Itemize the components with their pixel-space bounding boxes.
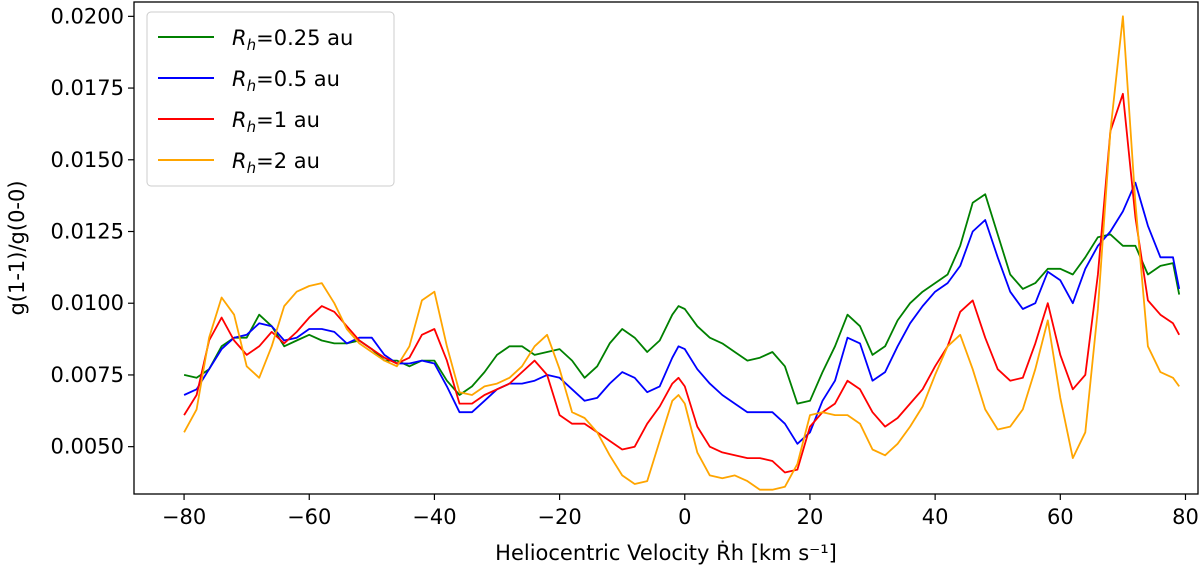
x-tick-label: 80 bbox=[1172, 505, 1199, 529]
series-line-0 bbox=[183, 193, 1181, 405]
plot-frame bbox=[133, 1, 1199, 495]
x-tick-label: −80 bbox=[162, 505, 206, 529]
x-tick-label: 60 bbox=[1047, 505, 1074, 529]
legend-item: Rh=1 au bbox=[158, 108, 320, 136]
y-tick-label: 0.0200 bbox=[51, 4, 124, 28]
y-tick-label: 0.0050 bbox=[51, 435, 124, 459]
legend-box bbox=[146, 11, 395, 187]
legend-label-value: =0.25 au bbox=[256, 26, 353, 50]
legend-label-value: =0.5 au bbox=[256, 67, 340, 91]
series-line-1 bbox=[183, 181, 1181, 445]
series-line-2 bbox=[183, 92, 1180, 474]
legend-label-var: R bbox=[232, 26, 247, 50]
y-axis: 0.0050 0.0075 0.0100 0.0125 0.0150 0.0175 0.02… bbox=[51, 4, 134, 459]
legend-label-var: R bbox=[232, 149, 247, 173]
legend-label-var: R bbox=[232, 108, 247, 132]
legend-label-subscript: h bbox=[247, 159, 257, 177]
legend-label: Rh=2 au bbox=[232, 149, 320, 177]
y-tick-label: 0.0125 bbox=[51, 220, 124, 244]
legend-label: Rh=1 au bbox=[232, 108, 320, 136]
legend-label-value: =1 au bbox=[256, 108, 320, 132]
x-axis-label: Heliocentric Velocity Ṙh [km s⁻¹] bbox=[495, 540, 837, 565]
y-tick-label: 0.0100 bbox=[51, 291, 124, 315]
legend-item: Rh=0.25 au bbox=[158, 26, 353, 54]
x-tick-label: −40 bbox=[412, 505, 456, 529]
x-tick-label: 40 bbox=[922, 505, 949, 529]
x-axis: −80 −60 −40 −20 0 20 40 60 80 bbox=[162, 494, 1199, 529]
series-layer bbox=[183, 15, 1181, 491]
legend-item: Rh=0.5 au bbox=[158, 67, 340, 95]
x-tick-label: 20 bbox=[797, 505, 824, 529]
legend-label-var: R bbox=[232, 67, 247, 91]
legend-label: Rh=0.25 au bbox=[232, 26, 353, 54]
legend-label-subscript: h bbox=[247, 77, 257, 95]
y-tick-label: 0.0075 bbox=[51, 363, 124, 387]
legend-label: Rh=0.5 au bbox=[232, 67, 340, 95]
x-tick-label: −60 bbox=[287, 505, 331, 529]
x-tick-label: 0 bbox=[678, 505, 691, 529]
y-tick-label: 0.0150 bbox=[51, 148, 124, 172]
x-tick-label: −20 bbox=[537, 505, 581, 529]
y-tick-label: 0.0175 bbox=[51, 76, 124, 100]
series-line-3 bbox=[183, 15, 1180, 491]
legend-label-subscript: h bbox=[247, 118, 257, 136]
y-axis-label: g(1-1)/g(0-0) bbox=[5, 180, 29, 315]
legend-item: Rh=2 au bbox=[158, 149, 320, 177]
legend-label-value: =2 au bbox=[256, 149, 320, 173]
legend-label-subscript: h bbox=[247, 36, 257, 54]
